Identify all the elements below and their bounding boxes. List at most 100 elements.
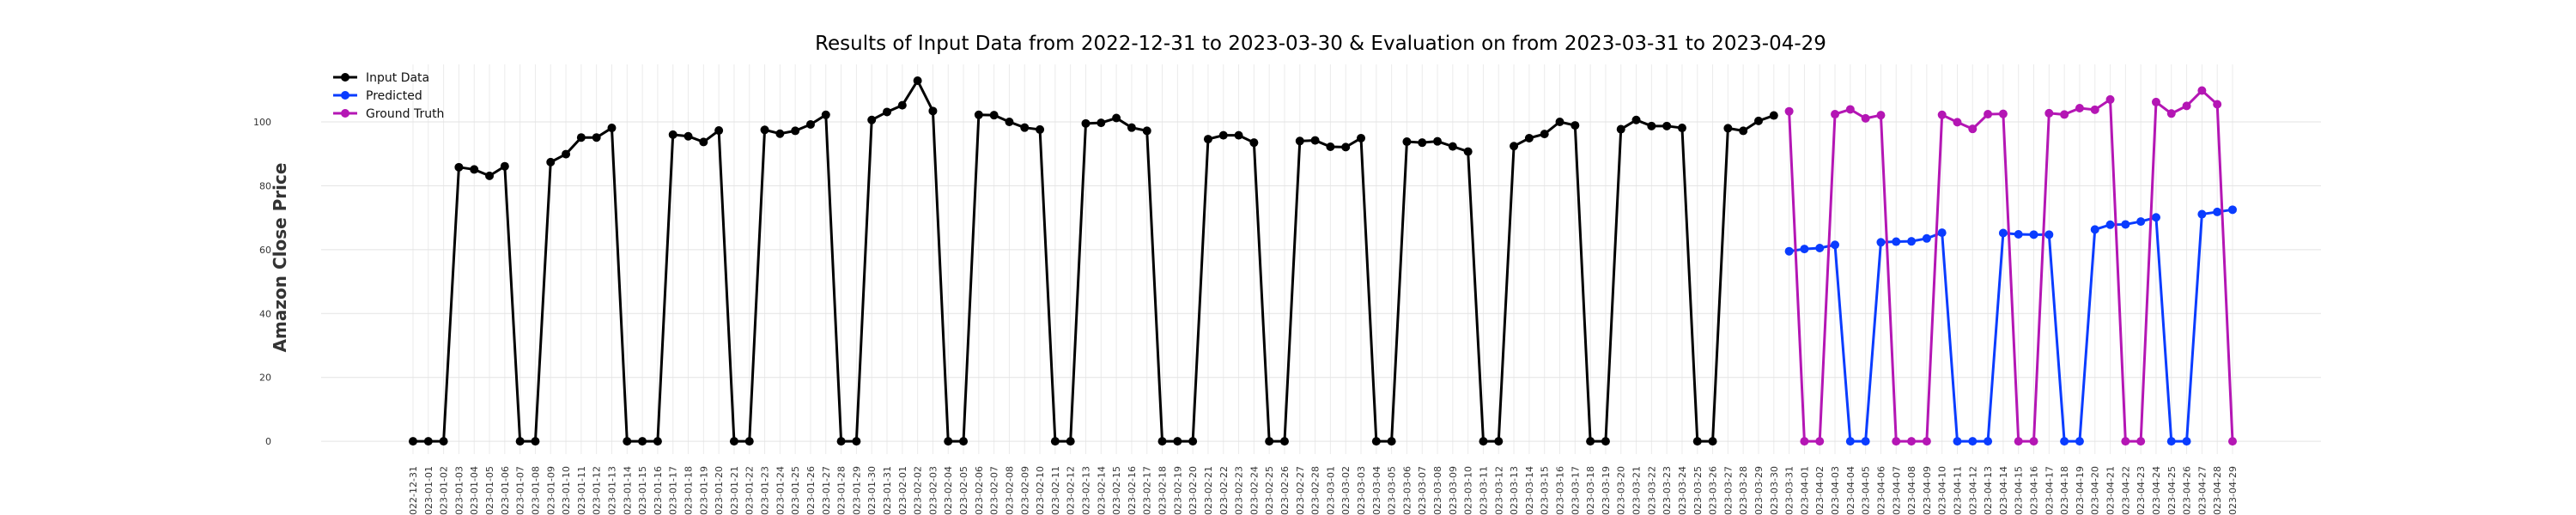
x-tick-label: 2023-03-07 (1417, 466, 1428, 515)
x-tick-label: 2023-01-16 (653, 466, 664, 515)
data-point (1036, 124, 1045, 134)
x-tick-label: 2023-02-15 (1111, 466, 1122, 515)
x-tick-label: 2023-03-15 (1540, 466, 1551, 515)
data-point (1953, 437, 1962, 446)
x-tick-label: 2023-01-15 (637, 466, 648, 515)
x-tick-label: 2023-03-31 (1784, 466, 1795, 515)
x-tick-label: 2023-02-17 (1142, 466, 1153, 515)
data-point (1800, 245, 1809, 254)
data-point (592, 133, 601, 142)
x-tick-label: 2023-03-22 (1646, 466, 1657, 515)
data-point (1234, 130, 1243, 140)
x-tick-label: 2023-04-19 (2075, 466, 2086, 515)
data-point (2197, 86, 2207, 95)
x-tick-label: 2023-03-12 (1493, 466, 1504, 515)
data-point (1998, 109, 2008, 118)
x-tick-label: 2023-04-13 (1983, 466, 1994, 515)
legend-label: Predicted (366, 89, 422, 103)
data-point (2213, 100, 2222, 109)
x-tick-label: 2023-03-25 (1692, 466, 1704, 515)
x-tick-label: 2023-04-15 (2014, 466, 2025, 515)
x-tick-label: 2023-02-12 (1066, 466, 1077, 515)
x-tick-label: 2023-04-14 (1998, 466, 2009, 515)
x-tick-label: 2023-04-07 (1891, 466, 1902, 515)
data-point (2121, 220, 2130, 229)
data-point (1998, 228, 2008, 238)
data-point (2213, 207, 2222, 216)
data-point (1753, 116, 1763, 125)
x-tick-label: 2023-04-21 (2105, 466, 2117, 515)
data-point (1861, 113, 1870, 123)
data-point (1097, 118, 1106, 128)
data-point (1112, 113, 1121, 123)
x-tick-label: 2023-02-28 (1310, 466, 1321, 515)
x-tick-label: 2023-01-24 (775, 466, 786, 515)
x-tick-label: 2023-02-07 (989, 466, 1000, 515)
data-point (1815, 437, 1825, 446)
data-point (1448, 142, 1457, 151)
x-tick-label: 2023-03-09 (1448, 466, 1459, 515)
x-tick-label: 2023-04-25 (2166, 466, 2178, 515)
x-tick-label: 2023-04-20 (2090, 466, 2101, 515)
data-point (1800, 437, 1809, 446)
data-point (562, 149, 571, 159)
data-point (1984, 437, 1993, 446)
series-line (1789, 208, 2233, 443)
x-tick-label: 2023-03-28 (1738, 466, 1749, 515)
x-tick-label: 2023-02-04 (943, 466, 954, 515)
x-tick-label: 2023-03-03 (1356, 466, 1367, 515)
x-tick-label: 2023-01-06 (500, 466, 511, 515)
x-tick-label: 2023-02-10 (1035, 466, 1046, 515)
x-tick-label: 2023-04-05 (1861, 466, 1872, 515)
data-point (883, 107, 892, 117)
data-point (1081, 118, 1091, 128)
series-line (1788, 88, 2234, 443)
x-tick-label: 2023-04-17 (2044, 466, 2055, 515)
data-point (2166, 437, 2176, 446)
x-tick-label: 2023-04-28 (2212, 466, 2223, 515)
x-tick-label: 2023-02-25 (1264, 466, 1275, 515)
series-line (413, 77, 1775, 443)
data-point (1677, 124, 1686, 133)
x-tick-label: 2023-02-16 (1127, 466, 1138, 515)
data-point (2151, 97, 2160, 106)
legend-marker (341, 109, 349, 118)
data-point (1494, 437, 1504, 446)
data-point (836, 437, 846, 446)
data-point (1616, 124, 1625, 134)
data-point (531, 437, 540, 446)
x-tick-label: 2023-01-08 (530, 466, 541, 515)
x-tick-label: 2023-02-03 (927, 466, 939, 515)
x-tick-label: 2023-02-08 (1004, 466, 1015, 515)
x-tick-label: 2023-04-10 (1937, 466, 1948, 515)
x-tick-label: 2023-01-20 (714, 466, 725, 515)
data-point (852, 437, 861, 446)
data-point (1769, 111, 1778, 120)
data-point (959, 437, 969, 446)
data-point (1265, 437, 1274, 446)
data-point (1249, 138, 1259, 148)
x-tick-label: 2023-02-27 (1295, 466, 1306, 515)
x-tick-label: 2023-03-04 (1371, 466, 1382, 515)
data-point (1020, 123, 1030, 132)
y-tick-label: 0 (265, 436, 271, 447)
data-point (2075, 103, 2084, 112)
data-point (714, 126, 724, 136)
x-tick-label: 2023-01-13 (606, 466, 617, 515)
data-point (928, 106, 938, 116)
data-point (867, 115, 877, 124)
y-tick-label: 80 (259, 180, 271, 191)
x-tick-label: 2023-03-21 (1631, 466, 1643, 515)
data-point (1571, 121, 1580, 130)
x-tick-label: 2023-04-24 (2151, 466, 2162, 515)
x-tick-label: 2023-02-26 (1279, 466, 1291, 515)
data-point (1937, 228, 1947, 238)
data-point (1555, 117, 1564, 126)
data-point (1387, 437, 1396, 446)
x-tick-label: 2023-02-05 (958, 466, 969, 515)
x-tick-label: 2023-02-23 (1234, 466, 1245, 515)
data-point (2060, 437, 2069, 446)
legend-label: Input Data (366, 71, 429, 85)
data-point (2136, 217, 2146, 227)
